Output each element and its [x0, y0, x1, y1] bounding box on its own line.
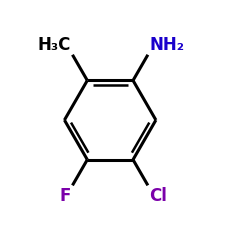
Text: F: F: [60, 186, 71, 204]
Text: Cl: Cl: [149, 186, 167, 204]
Text: NH₂: NH₂: [149, 36, 184, 54]
Text: H₃C: H₃C: [38, 36, 71, 54]
